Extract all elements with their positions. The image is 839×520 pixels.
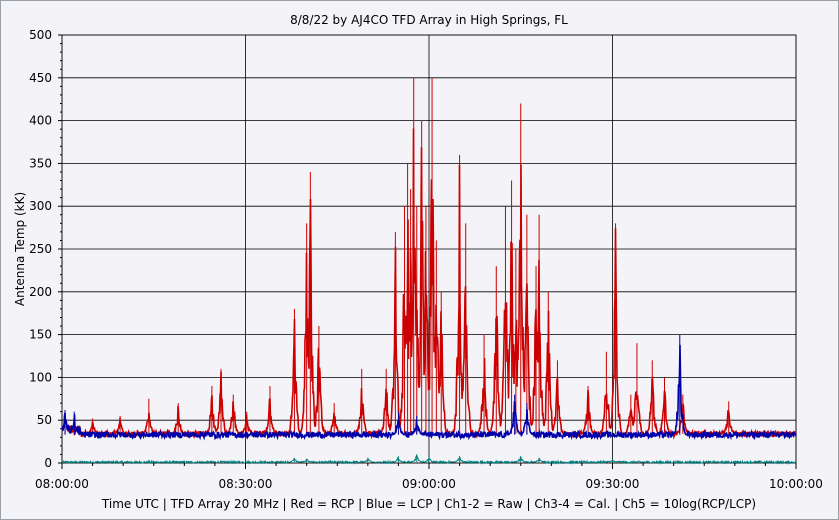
y-tick-label: 350 bbox=[29, 156, 52, 170]
y-tick-label: 0 bbox=[44, 456, 52, 470]
y-tick-label: 100 bbox=[29, 370, 52, 384]
x-tick-label: 08:30:00 bbox=[219, 477, 273, 491]
x-tick-label: 09:00:00 bbox=[402, 477, 456, 491]
x-tick-label: 08:00:00 bbox=[35, 477, 89, 491]
y-tick-label: 450 bbox=[29, 71, 52, 85]
x-axis-ticks: 08:00:00 08:30:00 09:00:00 09:30:00 10:00:00 bbox=[35, 463, 823, 491]
y-tick-label: 200 bbox=[29, 285, 52, 299]
y-tick-label: 50 bbox=[37, 413, 52, 427]
series-1 bbox=[61, 334, 797, 441]
y-tick-label: 500 bbox=[29, 28, 52, 42]
chart-title: 8/8/22 by AJ4CO TFD Array in High Spring… bbox=[290, 13, 568, 27]
y-axis-label: Antenna Temp (kK) bbox=[13, 192, 27, 306]
x-tick-label: 09:30:00 bbox=[586, 477, 640, 491]
y-tick-label: 400 bbox=[29, 114, 52, 128]
x-tick-label: 10:00:00 bbox=[769, 477, 823, 491]
series-layer bbox=[61, 77, 797, 466]
y-axis-ticks: 0 50 100 150 200 250 300 350 400 450 500 bbox=[29, 28, 62, 470]
y-tick-label: 150 bbox=[29, 328, 52, 342]
y-tick-label: 250 bbox=[29, 242, 52, 256]
y-tick-label: 300 bbox=[29, 199, 52, 213]
x-axis-label: Time UTC | TFD Array 20 MHz | Red = RCP … bbox=[101, 497, 756, 511]
series-2 bbox=[61, 453, 797, 466]
series-line bbox=[61, 344, 797, 441]
